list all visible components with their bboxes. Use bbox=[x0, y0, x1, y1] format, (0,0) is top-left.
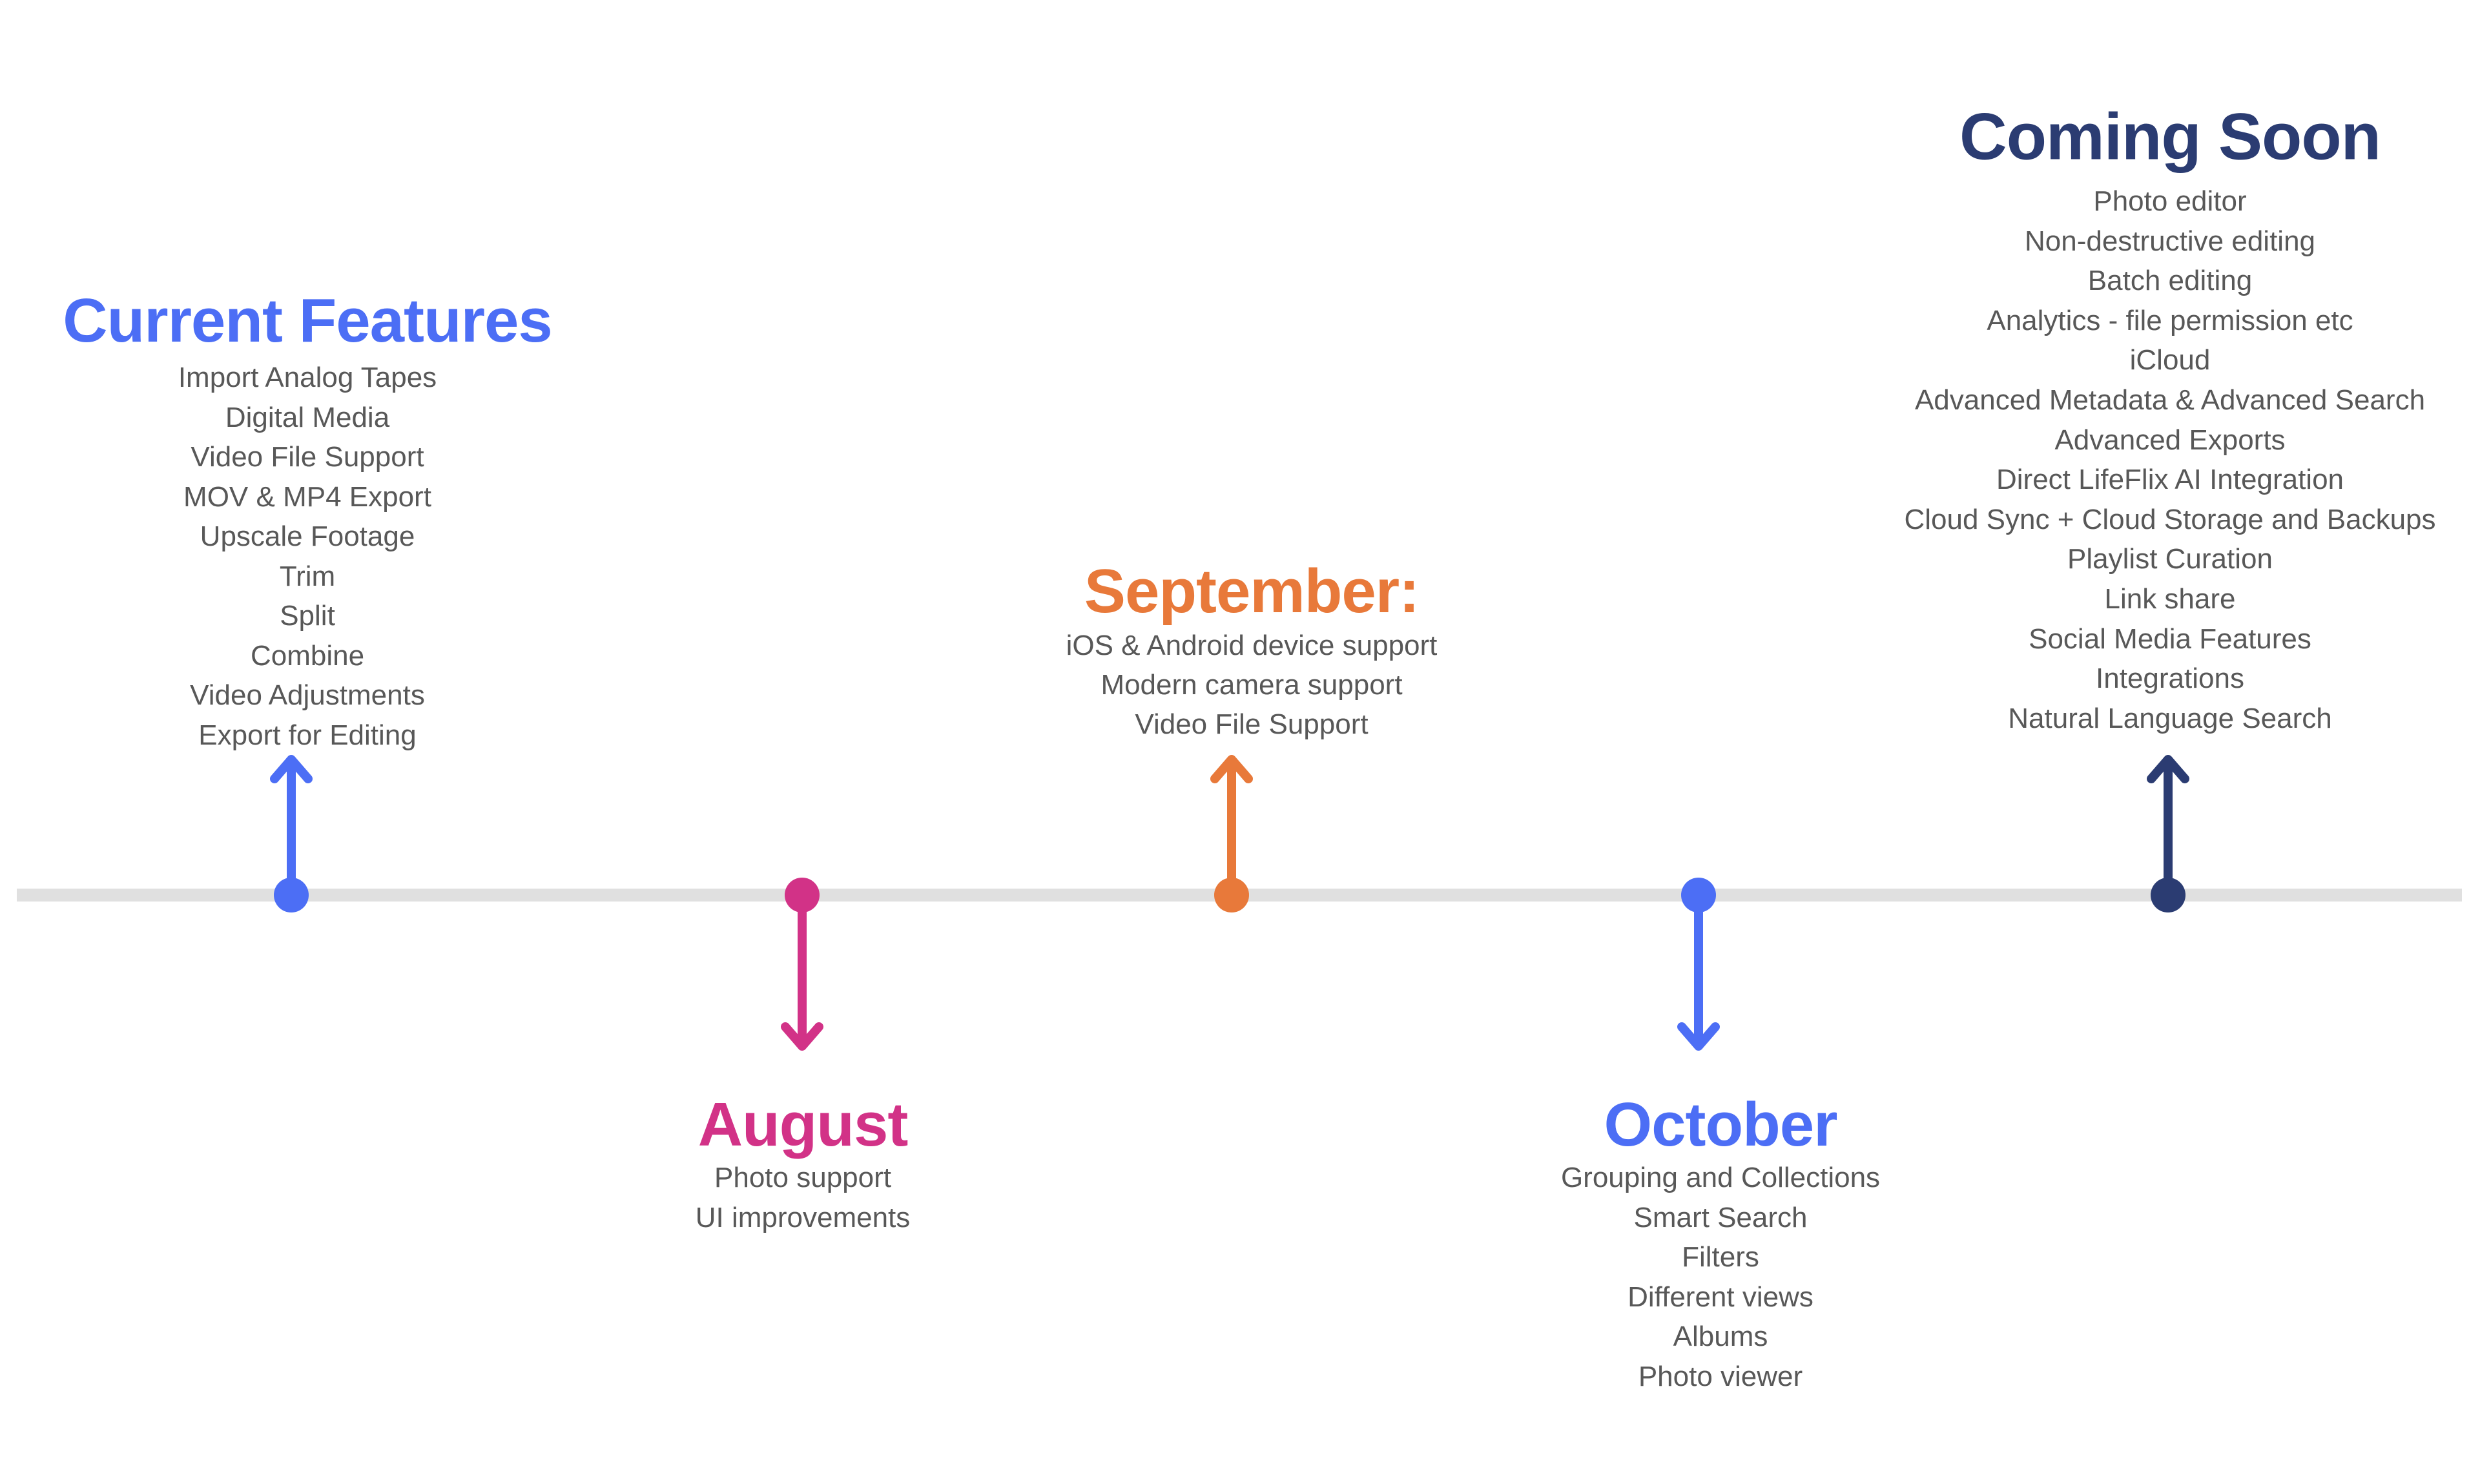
feature-item: Batch editing bbox=[2087, 265, 2253, 297]
arrow-down-icon bbox=[781, 893, 823, 1051]
feature-item: Trim bbox=[279, 560, 336, 592]
feature-item: Photo viewer bbox=[1638, 1360, 1803, 1392]
feature-item: Upscale Footage bbox=[200, 520, 415, 553]
feature-item: Video File Support bbox=[1135, 708, 1369, 741]
feature-item: Video Adjustments bbox=[190, 679, 425, 712]
feature-item: Grouping and Collections bbox=[1560, 1162, 1881, 1194]
timeline-node-august bbox=[781, 878, 823, 1051]
feature-item: iOS & Android device support bbox=[1066, 630, 1438, 662]
feature-item: Cloud Sync + Cloud Storage and Backups bbox=[1904, 504, 2436, 535]
feature-item: Smart Search bbox=[1633, 1201, 1808, 1233]
feature-item: Link share bbox=[2104, 583, 2236, 615]
arrow-up-icon bbox=[2147, 755, 2189, 897]
feature-item: Social Media Features bbox=[2029, 623, 2311, 655]
timeline-node-october bbox=[1677, 878, 1720, 1051]
feature-item: Different views bbox=[1628, 1281, 1814, 1313]
feature-item: Analytics - file permission etc bbox=[1987, 305, 2353, 336]
feature-item: Advanced Metadata & Advanced Search bbox=[1914, 384, 2426, 417]
feature-item: Photo support bbox=[714, 1162, 891, 1194]
feature-item: Direct LifeFlix AI Integration bbox=[1996, 464, 2344, 496]
feature-item: Video File Support bbox=[191, 441, 424, 473]
feature-item: Modern camera support bbox=[1100, 669, 1403, 701]
feature-item: Import Analog Tapes bbox=[178, 362, 437, 394]
feature-item: Advanced Exports bbox=[2054, 424, 2286, 456]
section-title-september: September: bbox=[1084, 557, 1420, 626]
feature-item: Albums bbox=[1673, 1321, 1768, 1353]
feature-item: MOV & MP4 Export bbox=[183, 480, 431, 513]
arrow-up-icon bbox=[1210, 755, 1253, 897]
section-title-october: October bbox=[1604, 1090, 1837, 1159]
section-title-current-features: Current Features bbox=[63, 286, 553, 355]
arrow-up-icon bbox=[270, 755, 313, 897]
feature-item: Non-destructive editing bbox=[2024, 225, 2316, 257]
section-title-coming-soon: Coming Soon bbox=[1959, 99, 2381, 174]
arrow-down-icon bbox=[1677, 893, 1720, 1051]
feature-item: Integrations bbox=[2096, 663, 2244, 695]
feature-item: iCloud bbox=[2129, 344, 2211, 376]
section-title-august: August bbox=[698, 1090, 909, 1159]
timeline-bar bbox=[17, 889, 2462, 902]
feature-item: Filters bbox=[1682, 1241, 1759, 1273]
feature-item: Export for Editing bbox=[198, 719, 417, 751]
feature-item: Natural Language Search bbox=[2008, 703, 2332, 734]
feature-item: Digital Media bbox=[225, 401, 390, 433]
feature-item: UI improvements bbox=[695, 1201, 911, 1233]
feature-item: Split bbox=[280, 600, 335, 632]
feature-item: Photo editor bbox=[2093, 185, 2247, 218]
feature-item: Playlist Curation bbox=[2067, 543, 2273, 575]
feature-item: Combine bbox=[250, 639, 365, 672]
